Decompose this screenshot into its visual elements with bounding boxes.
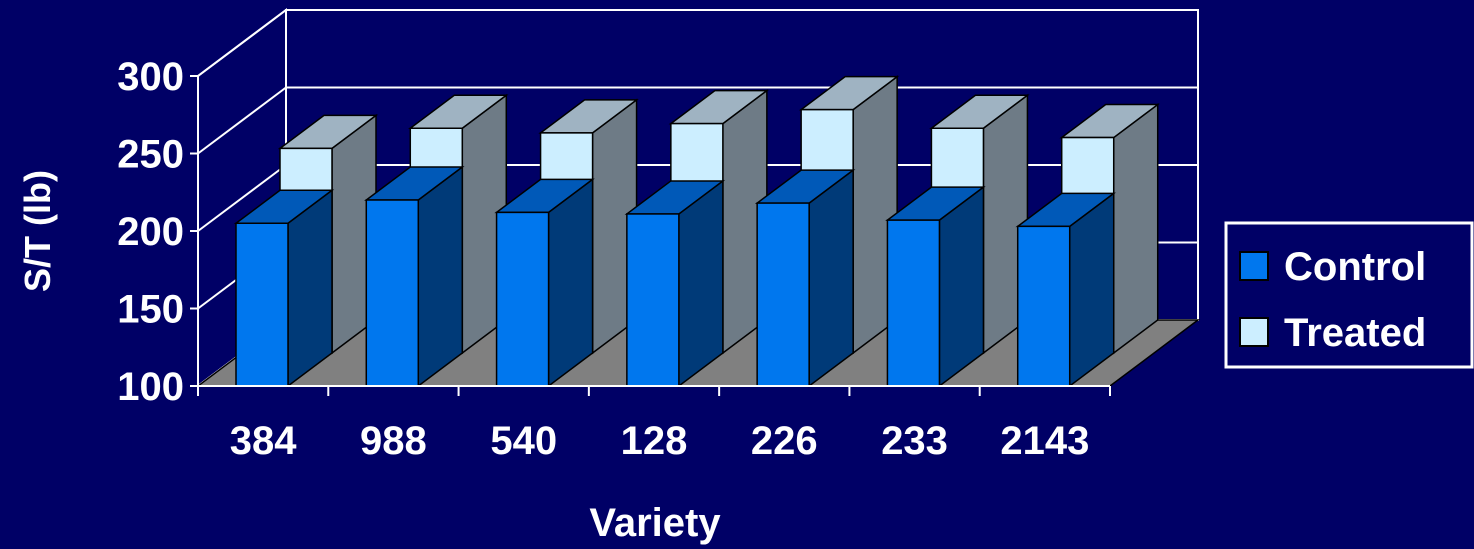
bar-control-128-side	[678, 179, 724, 388]
axes: 100 150 200 250 300 384 988 540 128 226 233 2143	[117, 55, 1111, 463]
x-tick-label: 2143	[1000, 419, 1089, 463]
x-tick-label: 128	[621, 419, 688, 463]
x-tick-label: 540	[490, 419, 557, 463]
x-tick-label: 384	[230, 419, 297, 463]
y-tick-label: 100	[117, 365, 184, 409]
bar-control-233	[885, 185, 986, 388]
x-tick-label: 226	[751, 419, 818, 463]
gridline-side	[197, 164, 287, 232]
bar-control-540	[494, 177, 595, 388]
legend-label-control: Control	[1284, 245, 1426, 289]
bar-control-384-front	[235, 222, 289, 387]
bar-treated-2143-side	[1112, 103, 1159, 355]
gridline-side	[197, 9, 287, 77]
y-axis-label: S/T (lb)	[17, 170, 58, 292]
bar-control-988-front	[365, 199, 420, 387]
bar-control-540-front	[495, 211, 550, 387]
y-tick-label: 200	[117, 210, 184, 254]
bar-control-226	[754, 168, 856, 388]
bar-control-233-side	[938, 185, 985, 388]
bar-control-988	[364, 165, 465, 388]
bar-control-384	[233, 188, 335, 388]
bar-control-540-side	[547, 177, 594, 388]
legend-swatch-control	[1239, 251, 1269, 281]
bar-control-233-front	[886, 219, 941, 387]
bar-control-128-front	[626, 213, 680, 387]
x-axis-label: Variety	[589, 501, 721, 545]
bar-control-128	[624, 179, 726, 388]
y-tick-label: 250	[117, 133, 184, 177]
gridline-side	[197, 86, 287, 155]
bar-control-2143-front	[1016, 225, 1071, 387]
legend-swatch-treated	[1239, 317, 1269, 347]
x-tick-label: 233	[881, 419, 948, 463]
bar-group	[233, 75, 1160, 388]
x-tick-label: 988	[360, 419, 427, 463]
bar-control-384-side	[287, 188, 333, 388]
y-tick-label: 150	[117, 288, 184, 332]
legend: Control Treated	[1224, 221, 1474, 369]
bar-control-2143	[1015, 191, 1116, 388]
bar-control-226-front	[756, 202, 810, 387]
bar-control-988-side	[417, 165, 464, 388]
legend-label-treated: Treated	[1284, 311, 1426, 355]
bar-control-226-side	[808, 168, 854, 388]
y-tick-label: 300	[117, 55, 184, 99]
